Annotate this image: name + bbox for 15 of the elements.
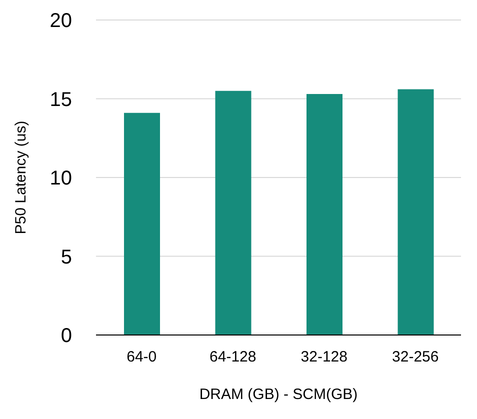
bar: [124, 112, 160, 335]
bar: [306, 94, 342, 335]
y-tick-label: 15: [50, 88, 72, 111]
x-tick-label: 64-128: [210, 348, 256, 366]
x-tick-label: 32-128: [300, 348, 348, 366]
bar: [398, 89, 434, 335]
y-axis-title: P50 Latency (us): [12, 120, 30, 234]
x-tick-label: 32-256: [392, 348, 439, 366]
x-axis-title: DRAM (GB) - SCM(GB): [199, 386, 358, 403]
y-tick-label: 20: [50, 10, 72, 32]
x-tick-label: 64-0: [126, 348, 157, 366]
y-tick-label: 10: [50, 168, 72, 190]
bar: [215, 90, 252, 335]
y-tick-label: 0: [60, 325, 72, 348]
y-tick-label: 5: [60, 246, 72, 268]
